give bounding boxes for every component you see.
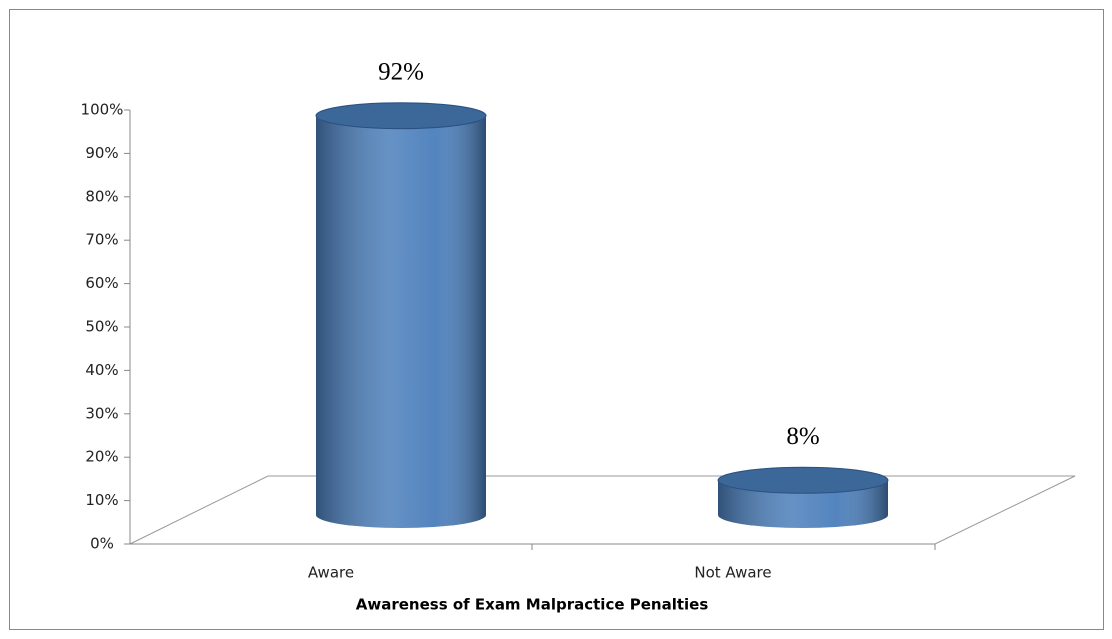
bar-top <box>717 466 889 494</box>
y-tick-label: 10% <box>85 491 118 509</box>
y-tick-label: 20% <box>85 448 118 466</box>
bar-shade <box>718 480 888 528</box>
x-axis-title: Awareness of Exam Malpractice Penalties <box>356 596 709 614</box>
y-tick-label: 30% <box>85 404 118 422</box>
y-tick-label: 60% <box>85 274 118 292</box>
y-tick-label: 90% <box>85 144 118 162</box>
y-tick-label: 80% <box>85 187 118 205</box>
frame <box>9 9 1104 630</box>
bar-top-shade <box>718 467 888 494</box>
value-label: 8% <box>786 423 819 450</box>
floor <box>129 475 1076 545</box>
bar-top <box>315 102 487 130</box>
x-tick-label: Aware <box>308 564 354 582</box>
bar-top-shade <box>316 102 486 129</box>
y-tick-label: 40% <box>85 361 118 379</box>
y-tick-label: 70% <box>85 231 118 249</box>
x-tick-label: Not Aware <box>694 564 771 582</box>
y-tick-label: 0% <box>90 535 114 553</box>
y-tick-label: 100% <box>81 101 124 119</box>
y-tick-label: 50% <box>85 318 118 336</box>
value-label: 92% <box>378 58 424 85</box>
bar-shade <box>316 115 486 528</box>
